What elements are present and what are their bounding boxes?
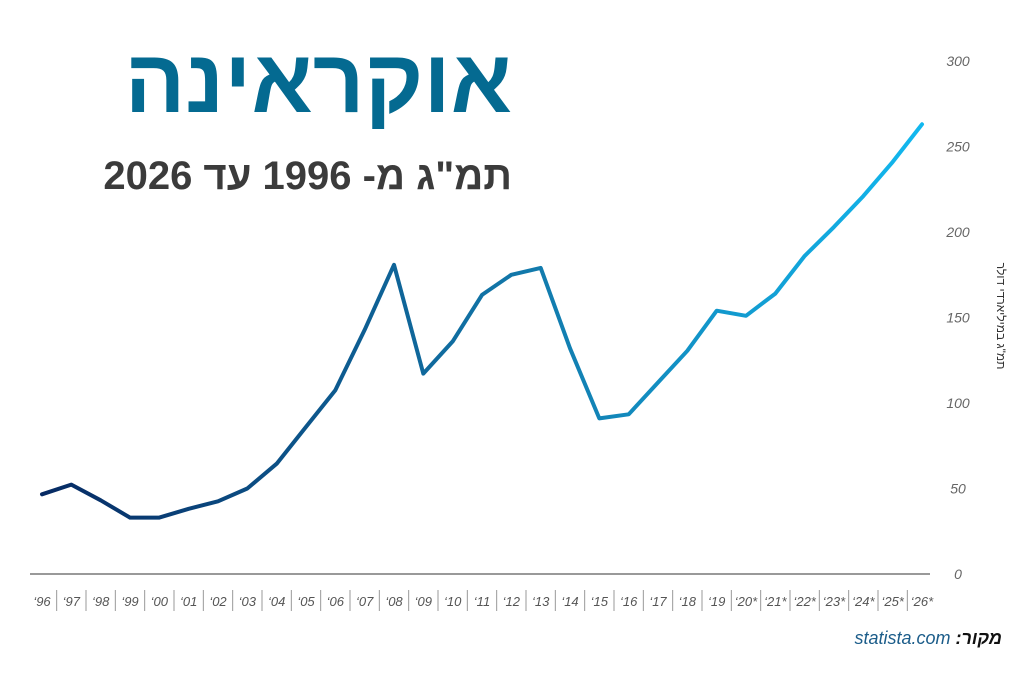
data-point: [509, 273, 513, 277]
x-tick-label: ‘23*: [823, 594, 846, 609]
data-point: [69, 483, 73, 487]
x-tick-label: ‘96: [33, 594, 51, 609]
x-tick-label: ‘13: [532, 594, 550, 609]
y-tick-label: 200: [945, 224, 970, 240]
y-tick-label: 50: [950, 481, 966, 497]
y-tick-label: 100: [946, 395, 970, 411]
x-tick-label: ‘25*: [881, 594, 904, 609]
x-tick-label: ‘06: [327, 594, 345, 609]
y-axis-label: תמ"ג במיליארדי דולר: [994, 263, 1008, 370]
x-tick-label: ‘11: [474, 594, 490, 609]
source-label: מקור:: [955, 628, 1002, 648]
data-point: [363, 328, 367, 332]
x-tick-label: ‘98: [92, 594, 110, 609]
data-point: [539, 266, 543, 270]
data-point: [861, 194, 865, 198]
x-tick-label: ‘16: [620, 594, 638, 609]
y-tick-label: 300: [946, 53, 970, 69]
data-point: [421, 372, 425, 376]
data-point: [128, 516, 132, 520]
data-point: [99, 498, 103, 502]
x-tick-label: ‘19: [708, 594, 725, 609]
x-tick-label: ‘14: [561, 594, 578, 609]
data-point: [832, 225, 836, 229]
gdp-series-line: [40, 122, 924, 520]
data-point: [685, 349, 689, 353]
y-tick-label: 150: [946, 310, 970, 326]
y-axis-ticks: 0 50 100 150 200 250 300: [945, 53, 970, 582]
data-point: [245, 487, 249, 491]
data-point: [773, 292, 777, 296]
data-point: [744, 314, 748, 318]
x-axis-ticks: ‘96 ‘97 ‘98 ‘99 ‘00 ‘01 ‘02 ‘03 ‘04 ‘05 ‘06 ‘07 ‘08 ‘…: [33, 590, 934, 611]
x-tick-label: ‘99: [121, 594, 138, 609]
data-point: [451, 339, 455, 343]
x-tick-label: ‘22*: [793, 594, 816, 609]
x-tick-label: ‘24*: [852, 594, 875, 609]
x-tick-label: ‘21*: [764, 594, 787, 609]
x-tick-label: ‘12: [503, 594, 521, 609]
series-layer: [40, 122, 924, 520]
data-point: [304, 425, 308, 429]
data-point: [40, 492, 44, 496]
x-tick-label: ‘02: [209, 594, 227, 609]
data-point: [568, 346, 572, 350]
x-tick-label: ‘04: [268, 594, 285, 609]
x-tick-label: ‘09: [415, 594, 432, 609]
x-tick-label: ‘07: [356, 594, 374, 609]
data-point: [627, 412, 631, 416]
x-tick-label: ‘05: [297, 594, 315, 609]
source-link[interactable]: statista.com: [854, 628, 951, 648]
x-tick-label: ‘26*: [911, 594, 934, 609]
data-point: [333, 388, 337, 392]
page-title: אוקראינה: [124, 32, 512, 132]
data-point: [216, 499, 220, 503]
x-tick-label: ‘15: [591, 594, 609, 609]
page-subtitle: תמ"ג מ- 1996 עד 2026: [103, 154, 512, 198]
data-point: [803, 254, 807, 258]
data-point: [392, 263, 396, 267]
x-tick-label: ‘10: [444, 594, 462, 609]
x-tick-label: ‘08: [385, 594, 403, 609]
data-point: [157, 516, 161, 520]
data-point: [656, 380, 660, 384]
y-tick-label: 250: [945, 139, 970, 155]
data-point: [597, 416, 601, 420]
x-tick-label: ‘01: [180, 594, 197, 609]
x-tick-label: ‘03: [239, 594, 257, 609]
data-point: [891, 160, 895, 164]
y-tick-label: 0: [954, 566, 962, 582]
source-credit: מקור: statista.com: [854, 628, 1002, 649]
x-tick-label: ‘20*: [735, 594, 758, 609]
data-point: [187, 507, 191, 511]
x-tick-label: ‘17: [649, 594, 667, 609]
data-point: [275, 462, 279, 466]
data-point: [715, 309, 719, 313]
x-tick-label: ‘18: [679, 594, 697, 609]
data-point: [480, 293, 484, 297]
x-tick-label: ‘97: [63, 594, 81, 609]
data-point: [920, 122, 924, 126]
x-tick-label: ‘00: [151, 594, 169, 609]
